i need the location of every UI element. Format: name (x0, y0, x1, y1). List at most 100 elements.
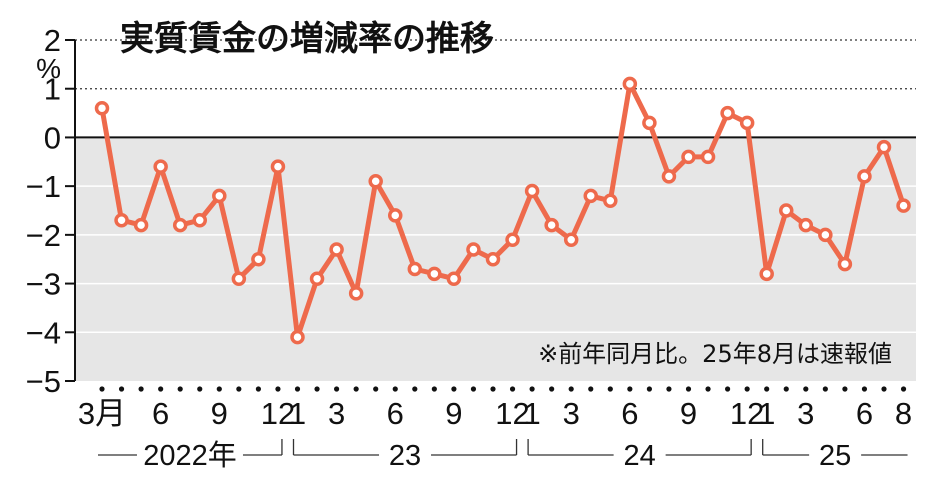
month-dot (294, 386, 301, 392)
month-dot (725, 386, 731, 392)
xtick-label: 12 (730, 396, 764, 431)
xtick-label: 1 (289, 396, 306, 431)
data-point (309, 271, 325, 286)
month-dot (392, 386, 398, 392)
xtick-label: 6 (152, 396, 169, 431)
xtick-label: 3 (797, 396, 814, 431)
data-point (446, 271, 462, 286)
month-dot (177, 386, 183, 392)
month-dot (99, 386, 105, 392)
month-dot (529, 386, 535, 392)
data-point (133, 217, 149, 233)
data-point (798, 217, 814, 233)
y-ticks: 2 1 0 −1 −2 −3 −4 −5% (26, 23, 61, 399)
data-point (563, 232, 579, 247)
month-dot (451, 386, 457, 392)
data-point (524, 183, 540, 199)
month-dot (275, 386, 281, 392)
chart-title: 実質賃金の増減率の推移 (120, 19, 494, 59)
month-dot (666, 386, 672, 392)
x-ticks: 3月 6 9 121 3 6 9 121 3 6 9 121 3 6 8 (78, 386, 912, 431)
data-point (739, 115, 755, 131)
series-line (94, 76, 911, 345)
month-dot (334, 386, 340, 392)
data-point (700, 149, 716, 165)
ytick-label: −3 (26, 267, 61, 302)
data-point (505, 232, 520, 247)
data-point (427, 266, 442, 282)
month-dot (373, 386, 379, 392)
month-dot (353, 386, 359, 392)
month-dot (197, 386, 203, 392)
data-point (290, 329, 305, 345)
data-point (681, 149, 696, 165)
data-point (251, 251, 266, 267)
data-point (661, 169, 677, 184)
month-dot (588, 386, 594, 392)
xtick-label: 6 (856, 396, 873, 431)
data-point (779, 203, 794, 218)
xtick-label: 12 (261, 396, 295, 431)
year-label: 24 (623, 440, 655, 472)
ytick-label: 2 (44, 23, 61, 58)
data-point (153, 159, 168, 174)
month-dot (861, 386, 868, 392)
data-point (407, 261, 423, 277)
year-label: 25 (819, 440, 851, 472)
data-point (622, 76, 638, 92)
data-point (212, 188, 227, 204)
data-point (172, 217, 188, 233)
data-point (114, 212, 129, 228)
month-dot (509, 386, 516, 392)
data-point (720, 105, 735, 121)
month-dot (118, 386, 125, 392)
series-line-0 (99, 81, 907, 340)
data-point (876, 139, 892, 155)
xtick-label: 12 (495, 396, 529, 431)
month-dot (646, 386, 653, 392)
data-point (388, 208, 403, 223)
month-dot (803, 386, 809, 392)
year-labels: 2022年 23 24 25 (98, 439, 908, 472)
month-dot (314, 386, 320, 392)
data-point (329, 242, 344, 257)
data-point (231, 271, 247, 286)
xtick-label: 1 (758, 396, 775, 431)
data-point (94, 100, 110, 116)
xtick-label: 6 (621, 396, 638, 431)
ytick-label: −1 (26, 169, 61, 204)
xtick-label: 9 (680, 396, 697, 431)
month-dot (822, 386, 828, 392)
month-dot (842, 386, 848, 392)
month-dot (549, 386, 555, 392)
data-point (192, 212, 207, 228)
year-label: 23 (389, 440, 421, 472)
data-point (466, 242, 481, 257)
xtick-label: 9 (445, 396, 462, 431)
month-dot (236, 386, 242, 392)
xtick-label: 1 (523, 396, 540, 431)
xtick-label: 3 (563, 396, 580, 431)
month-dot (216, 386, 222, 392)
month-dot (568, 386, 574, 392)
chart-note: ※前年同月比。25年8月は速報値 (538, 340, 892, 368)
data-point (642, 115, 657, 131)
ytick-label: −2 (26, 218, 61, 253)
ytick-label: −5 (26, 364, 61, 399)
data-point (544, 217, 559, 233)
month-dot (900, 386, 907, 392)
data-point (857, 169, 872, 184)
month-dot (255, 386, 261, 392)
data-point (348, 286, 364, 301)
xtick-label: 6 (387, 396, 404, 431)
data-point (368, 174, 383, 189)
month-dot (627, 386, 633, 392)
ytick-label: 1 (44, 72, 61, 107)
month-dot (685, 386, 692, 392)
month-dot (158, 386, 164, 392)
month-dot (783, 386, 789, 392)
y-unit-label: % (36, 53, 61, 84)
data-point (603, 193, 618, 209)
month-dot (412, 386, 418, 392)
